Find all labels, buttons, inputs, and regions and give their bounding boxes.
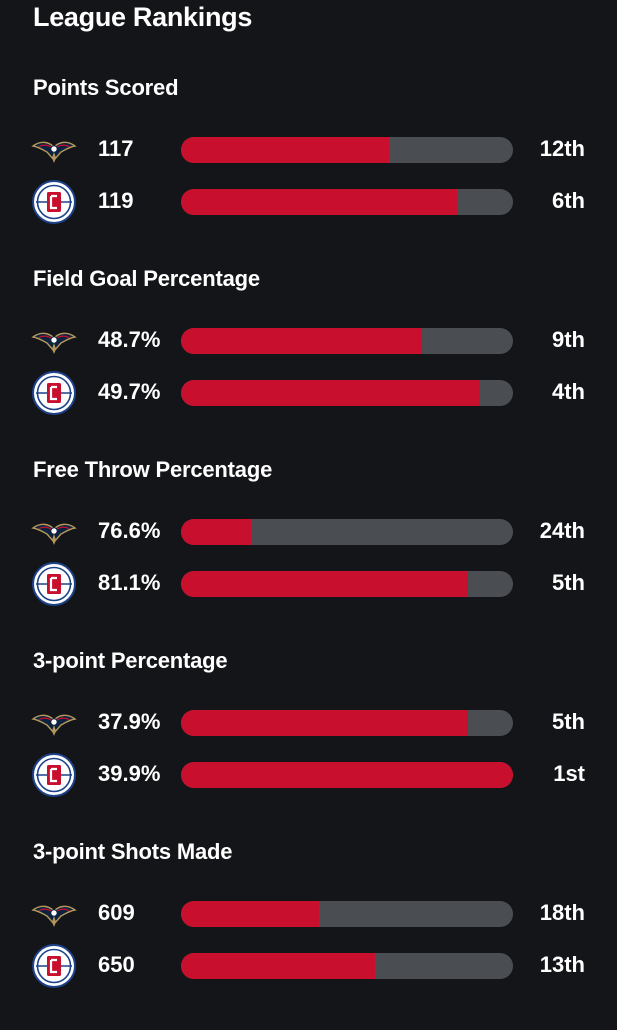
league-rank: 1st (553, 761, 585, 786)
rank-bar-track (181, 328, 513, 354)
pelicans-logo-icon (31, 130, 77, 170)
clippers-logo-icon (31, 370, 77, 415)
stat-value: 49.7% (98, 379, 161, 404)
stat-value: 609 (98, 900, 135, 925)
league-rank: 5th (552, 570, 585, 595)
rank-bar-track (181, 189, 513, 215)
stat-row-pelicans: 48.7% 9th (0, 321, 617, 361)
league-rank: 12th (539, 136, 585, 161)
league-rank: 13th (539, 952, 585, 977)
clippers-logo-icon (31, 179, 77, 224)
rank-bar-track (181, 519, 513, 545)
rank-bar-fill (181, 328, 422, 354)
rank-bar-track (181, 901, 513, 927)
league-rank: 4th (552, 379, 585, 404)
ranking-category: Field Goal Percentage 48.7% 9th 49.7% 4th (0, 266, 617, 457)
category-label: 3-point Percentage (33, 648, 228, 673)
stat-value: 81.1% (98, 570, 161, 595)
category-label: Points Scored (33, 75, 179, 100)
rank-bar-fill (181, 519, 251, 545)
rank-bar-fill (181, 710, 469, 736)
clippers-logo-icon (31, 752, 77, 797)
rank-bar-fill (181, 137, 389, 163)
league-rank: 18th (539, 900, 585, 925)
ranking-category: Points Scored 117 12th 119 6th (0, 75, 617, 266)
rank-bar-fill (181, 571, 469, 597)
rank-bar-track (181, 380, 513, 406)
pelicans-logo-icon (31, 512, 77, 552)
stat-value: 48.7% (98, 327, 161, 352)
rank-bar-fill (181, 901, 319, 927)
stat-value: 117 (98, 136, 134, 161)
stat-row-clippers: 650 13th (0, 943, 617, 988)
rank-bar-track (181, 571, 513, 597)
rank-bar-fill (181, 953, 376, 979)
league-rank: 9th (552, 327, 585, 352)
ranking-category: 3-point Percentage 37.9% 5th 39.9% 1st (0, 648, 617, 839)
stat-row-clippers: 39.9% 1st (0, 752, 617, 797)
category-label: Field Goal Percentage (33, 266, 260, 291)
stat-value: 650 (98, 952, 135, 977)
rank-bar-track (181, 953, 513, 979)
rank-bar-track (181, 710, 513, 736)
league-rank: 6th (552, 188, 585, 213)
stat-row-pelicans: 117 12th (0, 130, 617, 170)
stat-value: 76.6% (98, 518, 161, 543)
stat-row-pelicans: 609 18th (0, 894, 617, 934)
clippers-logo-icon (31, 943, 77, 988)
stat-row-clippers: 81.1% 5th (0, 561, 617, 606)
page-title: League Rankings (33, 2, 253, 32)
rank-bar-fill (181, 189, 457, 215)
stat-value: 39.9% (98, 761, 161, 786)
category-label: 3-point Shots Made (33, 839, 233, 864)
rank-bar-track (181, 137, 513, 163)
pelicans-logo-icon (31, 703, 77, 743)
stat-row-pelicans: 37.9% 5th (0, 703, 617, 743)
clippers-logo-icon (31, 561, 77, 606)
pelicans-logo-icon (31, 321, 77, 361)
league-rank: 24th (539, 518, 585, 543)
stat-row-pelicans: 76.6% 24th (0, 512, 617, 552)
stat-row-clippers: 49.7% 4th (0, 370, 617, 415)
rank-bar-fill (181, 380, 480, 406)
stat-value: 37.9% (98, 709, 161, 734)
category-label: Free Throw Percentage (33, 457, 273, 482)
pelicans-logo-icon (31, 894, 77, 934)
stat-row-clippers: 119 6th (0, 179, 617, 224)
ranking-category: Free Throw Percentage 76.6% 24th 81.1% 5th (0, 457, 617, 648)
rank-bar-fill (181, 762, 513, 788)
ranking-category: 3-point Shots Made 609 18th 650 13th (0, 839, 617, 1030)
stat-value: 119 (98, 188, 134, 213)
rank-bar-track (181, 762, 513, 788)
league-rank: 5th (552, 709, 585, 734)
